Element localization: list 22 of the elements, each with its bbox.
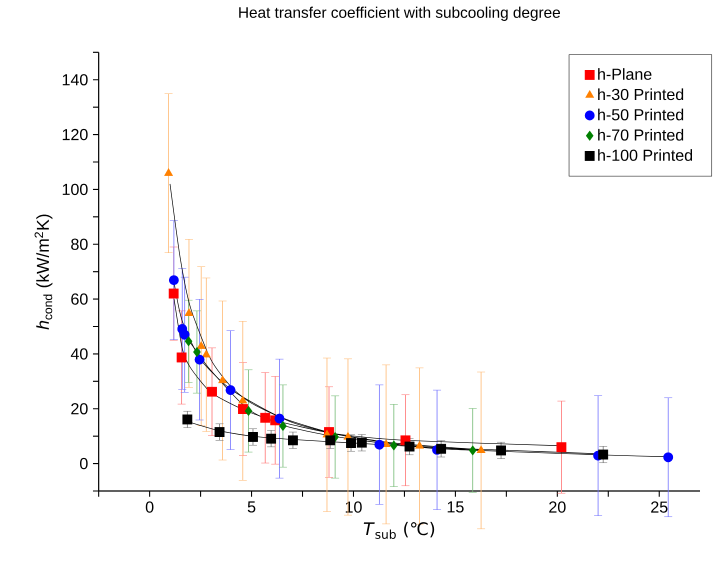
legend-label: h-70 Printed: [598, 128, 684, 141]
y-tick-label: 80: [71, 238, 88, 250]
y-tick-label: 40: [70, 348, 88, 360]
y-tick-label: 140: [62, 74, 88, 86]
x-tick-label: 20: [549, 501, 566, 513]
legend-label: h-50 Printed: [598, 108, 684, 120]
y-tick-label: 0: [80, 458, 88, 470]
x-tick-label: 5: [248, 501, 256, 513]
legend-label: h-Plane: [598, 68, 652, 80]
x-axis-title: T$_{sub}$ (℃): [364, 522, 434, 539]
chart-title: Heat transfer coefficient with subcooling degree: [239, 6, 560, 21]
y-tick-label: 20: [71, 403, 88, 414]
x-tick-label: 15: [448, 501, 464, 513]
x-tick-label: 25: [651, 501, 668, 513]
legend-label: h-100 Printed: [598, 149, 692, 161]
y-tick-label: 120: [62, 128, 88, 140]
y-axis-title: h$_{cond}$ (kW/m$^{2}$K): [34, 214, 52, 330]
x-tick-label: 0: [146, 501, 154, 513]
y-tick-label: 60: [71, 293, 88, 305]
y-tick-label: 100: [62, 184, 88, 196]
x-tick-label: 10: [346, 501, 362, 513]
legend-label: h-30 Printed: [598, 88, 684, 100]
